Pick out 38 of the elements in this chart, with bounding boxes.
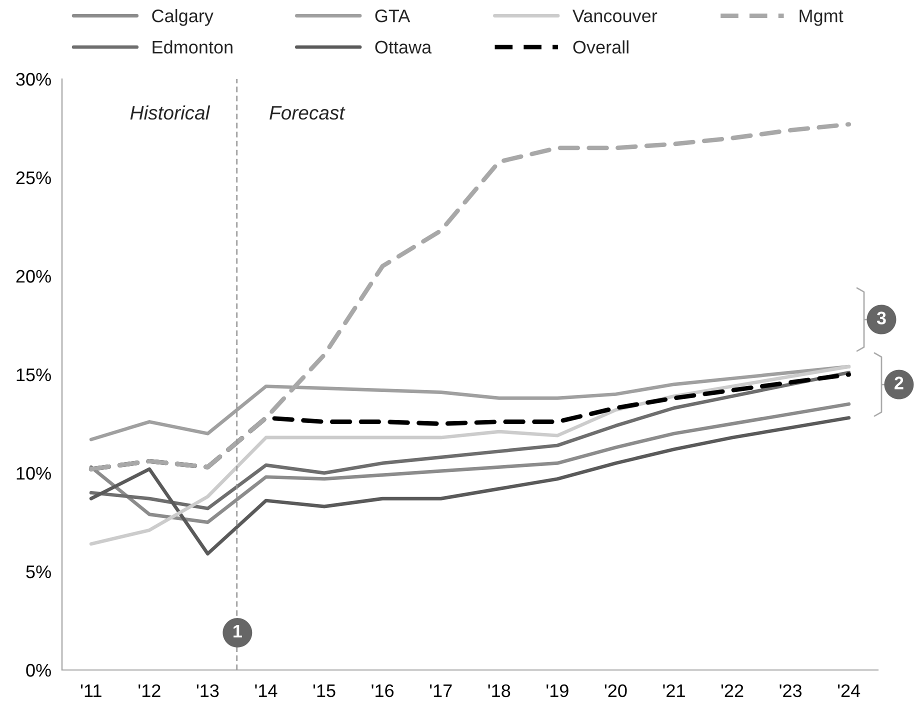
- legend-label: Ottawa: [375, 40, 432, 54]
- x-tick-label: '16: [372, 684, 394, 698]
- y-tick-label: 15%: [16, 368, 51, 382]
- x-tick-label: '12: [138, 684, 160, 697]
- legend-label: Overall: [573, 40, 628, 54]
- legend-label: Mgmt: [800, 10, 844, 26]
- legend-label: Edmonton: [152, 40, 232, 54]
- x-tick-label: '21: [663, 684, 685, 697]
- y-tick-label: 20%: [16, 270, 51, 283]
- annotation: 3: [876, 312, 886, 324]
- annotation: Historical: [130, 105, 210, 120]
- legend-label: Vancouver: [572, 10, 658, 22]
- line-series: [89, 370, 851, 510]
- x-tick-label: '19: [546, 684, 568, 698]
- y-tick-label: 5%: [26, 566, 51, 578]
- x-tick-label: '15: [313, 684, 336, 698]
- annotation: 1: [234, 625, 242, 638]
- x-tick-label: '13: [196, 684, 219, 698]
- y-tick-label: 10%: [16, 466, 51, 480]
- x-tick-label: '23: [780, 684, 802, 698]
- x-tick-label: '20: [604, 684, 627, 698]
- x-tick-label: '11: [80, 684, 102, 697]
- line-series: [88, 122, 852, 472]
- legend-label: Calgary: [152, 9, 214, 26]
- line-series: [89, 402, 851, 524]
- line-series: [89, 364, 851, 546]
- legend-label: GTA: [375, 10, 410, 22]
- x-tick-label: '14: [255, 684, 278, 697]
- y-tick-label: 25%: [16, 171, 51, 184]
- y-tick-label: 30%: [16, 72, 51, 86]
- y-tick-label: 0%: [26, 664, 51, 677]
- x-tick-label: '24: [838, 684, 860, 697]
- line-series: [89, 416, 851, 556]
- x-tick-label: '17: [430, 684, 452, 697]
- annotation: Forecast: [270, 106, 346, 120]
- text: 2: [894, 376, 904, 390]
- x-tick-label: '22: [721, 684, 744, 697]
- x-tick-label: '18: [488, 684, 510, 698]
